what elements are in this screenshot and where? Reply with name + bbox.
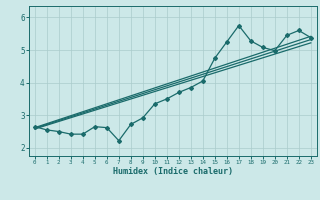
X-axis label: Humidex (Indice chaleur): Humidex (Indice chaleur)	[113, 167, 233, 176]
